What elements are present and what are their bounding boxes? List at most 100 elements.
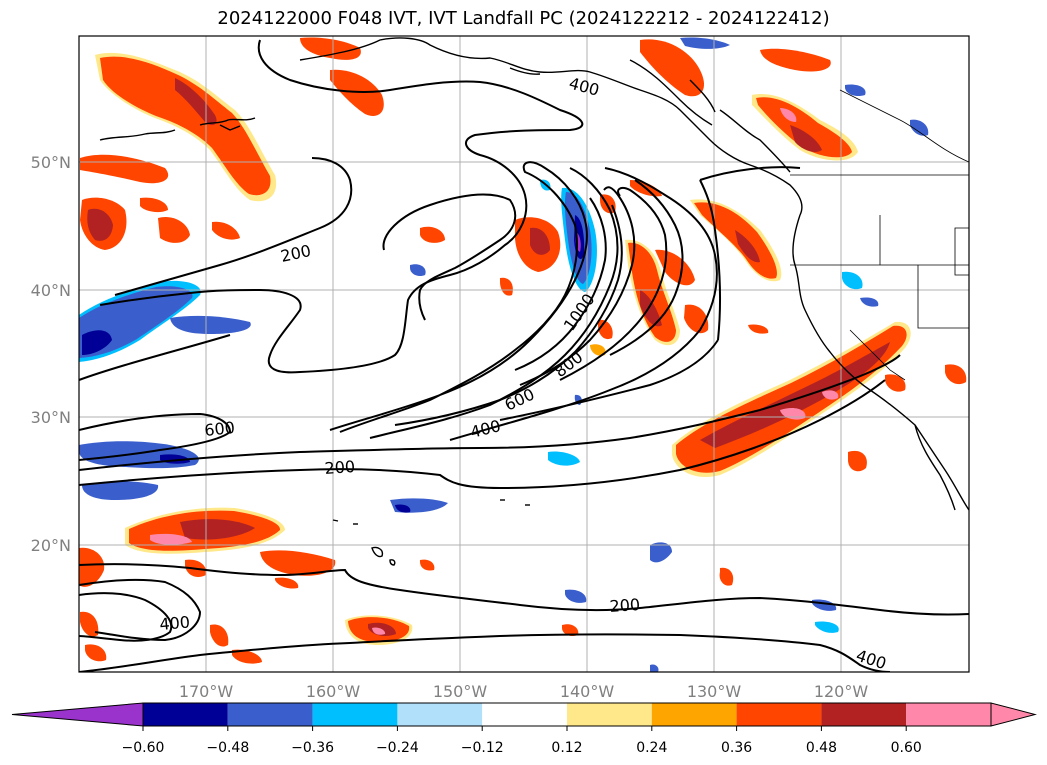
pos-region-27-peak (150, 533, 192, 545)
pos-region-8 (212, 221, 240, 240)
pos-region-28 (79, 547, 105, 587)
lon-tick: 140°W (560, 682, 615, 701)
colorbar-tick-label: 0.36 (721, 740, 752, 756)
pos-region-2 (300, 37, 361, 60)
lon-tick: 160°W (306, 682, 361, 701)
pos-region-34 (80, 611, 99, 637)
lat-tick: 50°N (31, 153, 71, 172)
colorbar-extend-high (990, 702, 1037, 727)
colorbar-extend-low (11, 702, 144, 727)
neg-region-20 (650, 664, 659, 672)
neg-region-15 (650, 542, 672, 563)
pos-region-27-inner (180, 519, 255, 540)
colorbar-segment (482, 703, 567, 726)
pos-region-11-peak (780, 108, 797, 122)
pos-region-15-inner (640, 290, 662, 327)
pos-region-7 (140, 197, 168, 213)
colorbar-tick-label: −0.12 (461, 740, 504, 756)
colorbar: −0.60 −0.48 −0.36 −0.24 −0.12 0.12 0.24 0.36 0.4… (11, 702, 1037, 756)
lon-tick-labels: 170°W 160°W 150°W 140°W 130°W 120°W (179, 682, 869, 701)
neg-region-18 (815, 621, 839, 633)
lon-tick: 130°W (687, 682, 742, 701)
pos-region-29 (260, 550, 336, 576)
pos-region-24 (885, 374, 906, 392)
neg-region-8 (910, 119, 929, 136)
neg-region-12 (82, 481, 159, 500)
pos-region-21 (420, 226, 445, 243)
colorbar-tick-label: 0.24 (636, 740, 667, 756)
pos-region-22 (500, 277, 513, 296)
pos-region-33 (232, 649, 262, 664)
colorbar-segment (397, 703, 483, 726)
contour-label: 600 (203, 418, 235, 440)
pos-region-6 (158, 216, 190, 243)
colorbar-tick-label: −0.60 (122, 740, 165, 756)
lat-tick-labels: 50°N 40°N 30°N 20°N (31, 153, 71, 555)
neg-region-9 (842, 271, 863, 290)
pos-region-9 (640, 39, 705, 97)
neg-region-2 (170, 315, 251, 334)
lat-tick: 20°N (31, 536, 71, 555)
neg-region-7 (845, 84, 866, 97)
pos-region-32 (210, 624, 229, 647)
pos-region-31-peak (372, 627, 386, 635)
pos-region-10 (760, 48, 831, 72)
pos-region-35 (85, 644, 107, 662)
pos-region-ar-peak-2 (822, 390, 839, 400)
lon-tick: 150°W (433, 682, 488, 701)
graticule (79, 36, 969, 672)
contour-label: 200 (324, 457, 356, 478)
pos-region-12-inner (530, 227, 550, 255)
map-title: 2024122000 F048 IVT, IVT Landfall PC (20… (217, 8, 830, 29)
colorbar-segment (821, 703, 907, 726)
neg-region-6 (680, 37, 730, 49)
map-frame (78, 35, 970, 673)
colorbar-segment (227, 703, 313, 726)
colorbar-segment (651, 703, 737, 726)
ivt-contours (79, 39, 969, 672)
colorbar-tick-label: 0.48 (806, 740, 837, 756)
pos-region-26 (748, 324, 769, 334)
colorbar-tick-label: 0.60 (891, 740, 922, 756)
pos-region-20-inner (735, 230, 760, 263)
colorbar-segment (312, 703, 398, 726)
neg-region-10 (860, 297, 879, 307)
pos-region-3 (330, 69, 384, 116)
colorbar-tick-label: 0.12 (551, 740, 582, 756)
map-layer: 400 200 1000 800 600 400 600 200 400 200… (79, 36, 969, 672)
pos-region-1-core (100, 56, 271, 196)
pos-region-36 (719, 567, 734, 586)
pos-region-38 (420, 559, 435, 571)
lat-tick: 40°N (31, 281, 71, 300)
colorbar-tick-label: −0.48 (206, 740, 249, 756)
colorbar-segment (906, 703, 991, 726)
colorbar-segment (736, 703, 822, 726)
borders (790, 89, 969, 381)
lon-tick: 120°W (814, 682, 869, 701)
neg-region-5 (410, 264, 426, 277)
lat-tick: 30°N (31, 408, 71, 427)
neg-region-1-inner (82, 330, 112, 355)
pos-region-5-inner (87, 208, 113, 241)
neg-region-16 (565, 589, 587, 603)
colorbar-tick-label: −0.24 (376, 740, 419, 756)
contour-label: 200 (609, 595, 641, 616)
pos-region-37 (562, 624, 579, 637)
colorbar-segment (567, 703, 652, 726)
colorbar-segment (143, 703, 228, 726)
pos-region-39 (275, 577, 299, 589)
pos-region-15-core (628, 242, 676, 342)
neg-region-13 (548, 451, 580, 466)
pos-region-11-inner (790, 125, 822, 153)
coastlines (99, 37, 969, 566)
lon-tick: 170°W (179, 682, 234, 701)
positive-shading (79, 37, 967, 664)
pos-region-25 (945, 364, 967, 385)
pos-region-11-core (756, 97, 852, 158)
colorbar-tick-label: −0.36 (291, 740, 334, 756)
pos-region-19 (590, 344, 606, 356)
pos-region-23 (848, 450, 867, 472)
neg-region-14-inner (395, 504, 411, 513)
pos-region-ar-inner (700, 342, 890, 448)
